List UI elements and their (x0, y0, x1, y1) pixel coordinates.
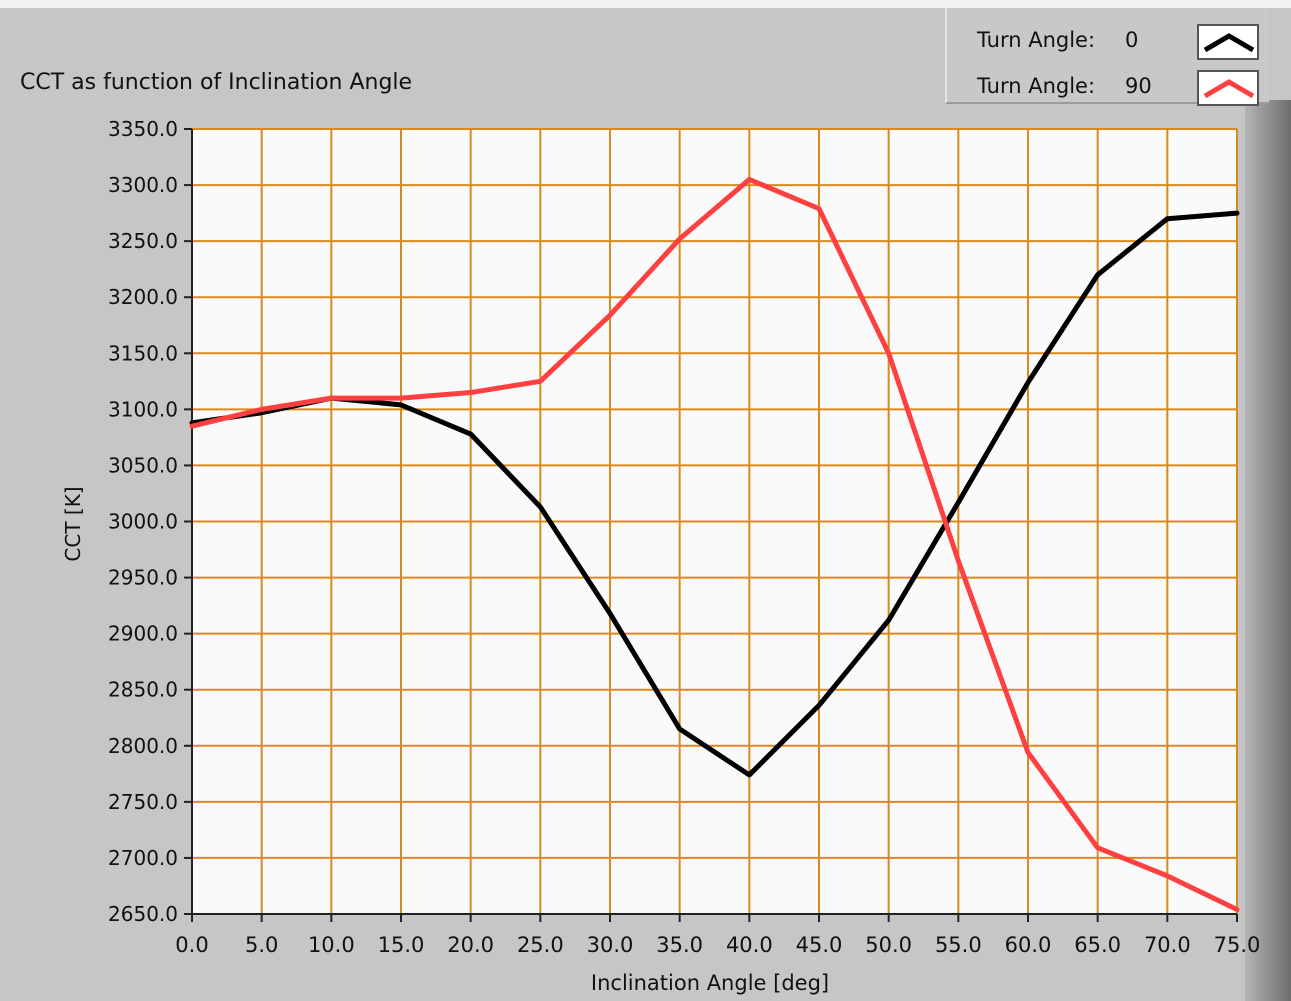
x-tick-label: 70.0 (1144, 933, 1191, 957)
x-tick-label: 30.0 (587, 933, 634, 957)
y-tick-label: 3050.0 (108, 453, 178, 477)
x-tick-label: 5.0 (245, 933, 278, 957)
x-tick-label: 20.0 (447, 933, 494, 957)
x-tick-label: 50.0 (865, 933, 912, 957)
y-axis-label: CCT [K] (61, 486, 85, 561)
axes: 0.0 5.0 10.0 15.0 20.0 25.0 30.0 35.0 40.0 45.0 50… (108, 117, 1260, 957)
y-tick-label: 2800.0 (108, 734, 178, 758)
x-tick-label: 45.0 (796, 933, 843, 957)
top-strip (0, 0, 1291, 8)
y-tick-label: 3350.0 (108, 117, 178, 141)
y-tick-label: 2750.0 (108, 790, 178, 814)
x-tick-label: 0.0 (175, 933, 208, 957)
legend-value: 90 (1125, 74, 1152, 98)
y-tick-label: 3150.0 (108, 341, 178, 365)
legend-label: Turn Angle: (977, 74, 1096, 98)
panel-scroll-edge (1245, 100, 1291, 1001)
x-tick-label: 60.0 (1005, 933, 1052, 957)
y-tick-label: 2650.0 (108, 902, 178, 926)
x-tick-label: 75.0 (1214, 933, 1261, 957)
y-tick-label: 3000.0 (108, 510, 178, 534)
series-line-turn-angle-0[interactable] (189, 210, 1240, 778)
y-tick-label: 3200.0 (108, 285, 178, 309)
x-tick-label: 65.0 (1074, 933, 1121, 957)
x-axis-label: Inclination Angle [deg] (591, 971, 829, 995)
y-tick-label: 2950.0 (108, 566, 178, 590)
series-group (189, 176, 1240, 913)
y-tick-label: 2700.0 (108, 846, 178, 870)
legend-value: 0 (1125, 28, 1139, 52)
y-tick-label: 2900.0 (108, 622, 178, 646)
plot-legend[interactable]: Turn Angle: 0 Turn Angle: 90 (945, 8, 1269, 106)
x-tick-label: 40.0 (726, 933, 773, 957)
series-line-turn-angle-90[interactable] (189, 176, 1240, 913)
y-tick-label: 2850.0 (108, 678, 178, 702)
x-tick-label: 55.0 (935, 933, 982, 957)
legend-item-turn-angle-90[interactable]: Turn Angle: 90 (947, 64, 1269, 108)
x-tick-label: 35.0 (656, 933, 703, 957)
x-tick-label: 15.0 (378, 933, 425, 957)
legend-item-turn-angle-0[interactable]: Turn Angle: 0 (947, 18, 1269, 62)
legend-label: Turn Angle: (977, 28, 1096, 52)
legend-swatch-red[interactable] (1197, 70, 1259, 106)
x-tick-label: 25.0 (517, 933, 564, 957)
legend-swatch-black[interactable] (1197, 24, 1259, 60)
y-tick-label: 3100.0 (108, 397, 178, 421)
y-tick-label: 3250.0 (108, 229, 178, 253)
y-tick-label: 3300.0 (108, 173, 178, 197)
x-tick-label: 10.0 (308, 933, 355, 957)
chart-title: CCT as function of Inclination Angle (20, 70, 413, 95)
